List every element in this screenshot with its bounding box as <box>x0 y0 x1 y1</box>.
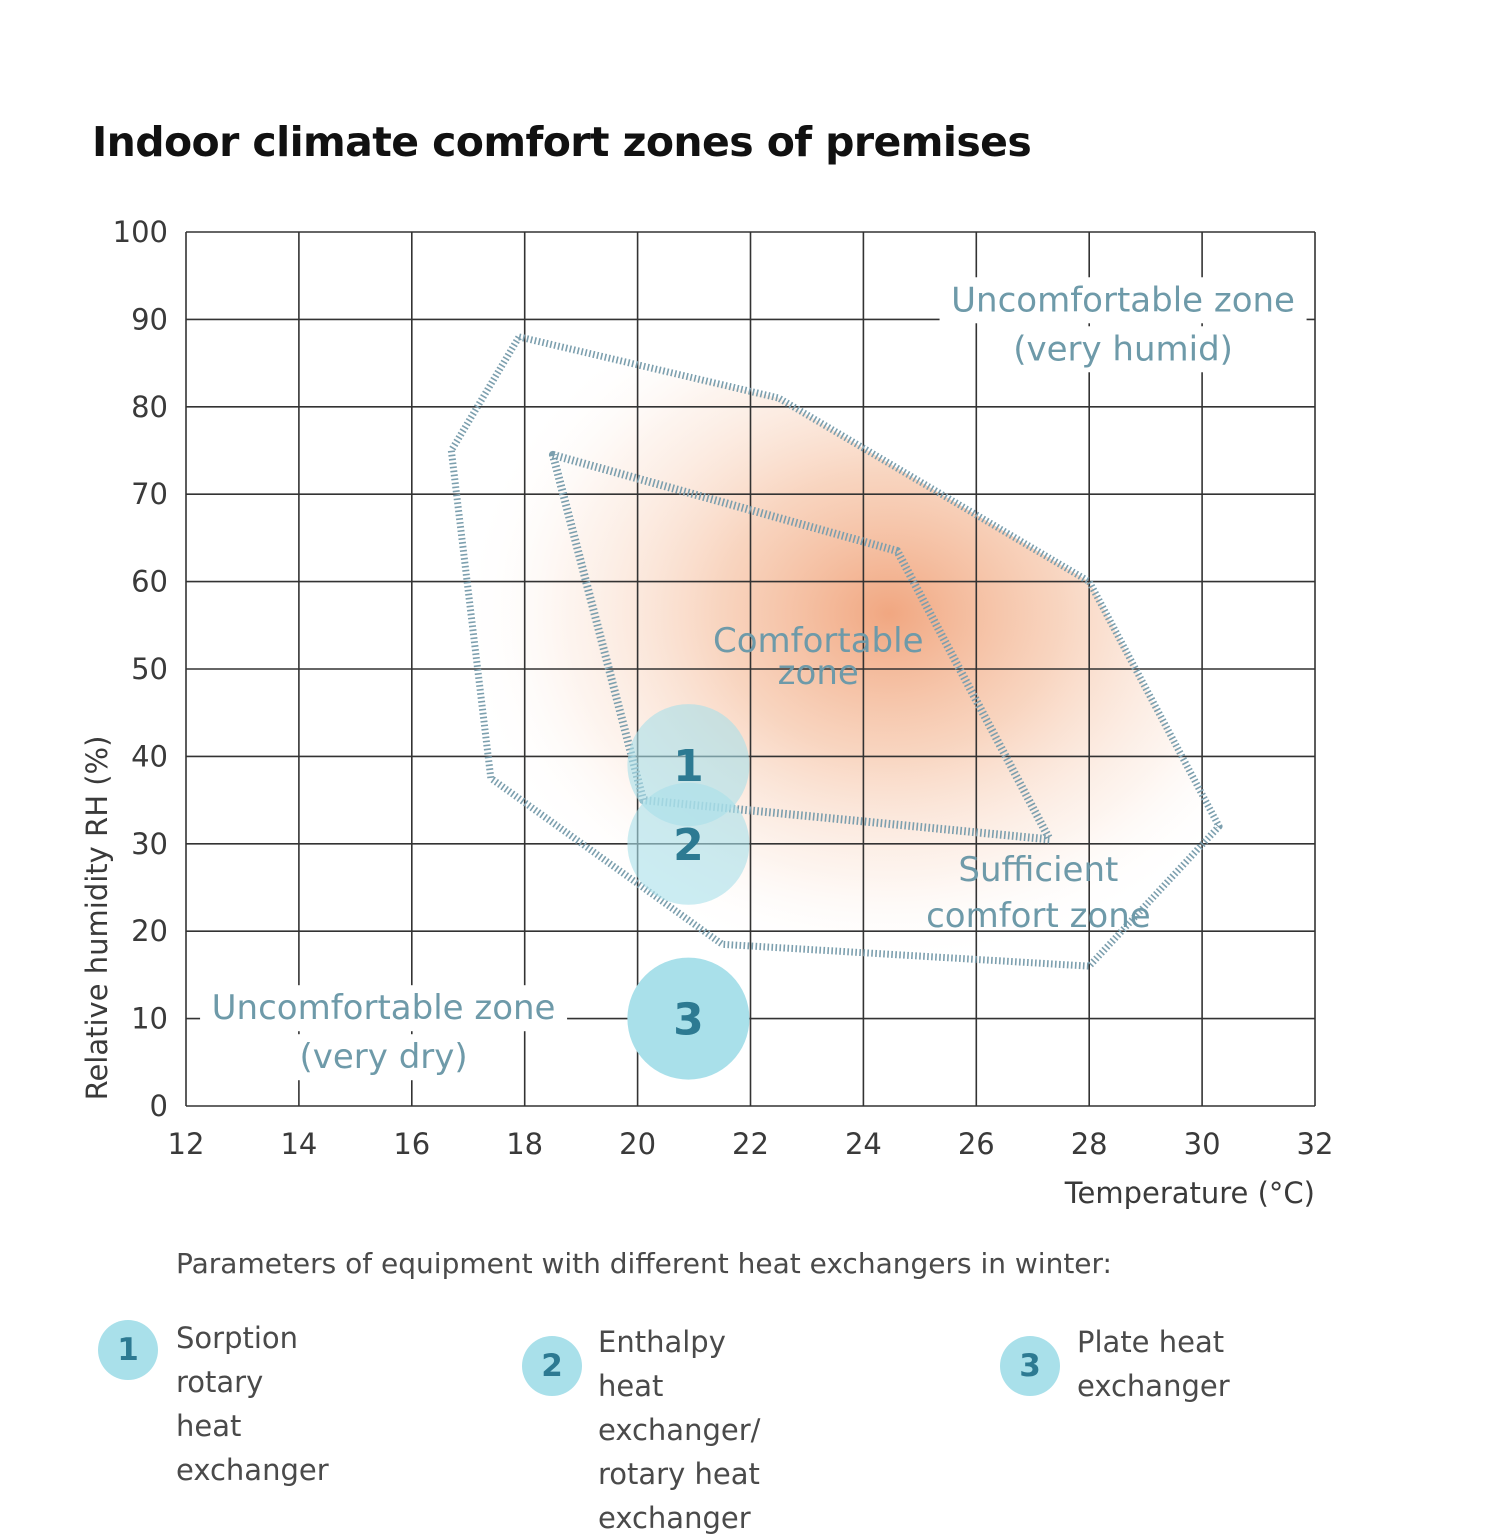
x-tick-label: 16 <box>393 1127 430 1161</box>
x-tick-label: 18 <box>506 1127 543 1161</box>
y-tick-label: 80 <box>131 390 168 424</box>
point-1-label: 1 <box>673 741 704 792</box>
x-axis-label: Temperature (°C) <box>1064 1176 1315 1210</box>
comfortable-zone-label: zone <box>778 653 859 693</box>
annotations-layer: Uncomfortable zone (very humid) Uncomforta… <box>200 277 1307 1081</box>
x-tick-label: 22 <box>732 1127 769 1161</box>
y-tick-label: 20 <box>131 914 168 948</box>
y-axis-label: Relative humidity RH (%) <box>80 736 114 1101</box>
y-tick-label: 30 <box>131 827 168 861</box>
point-2-label: 2 <box>673 820 704 871</box>
chart: Uncomfortable zone (very humid) Uncomforta… <box>80 215 1334 1210</box>
dry-zone-label: (very dry) <box>299 1037 467 1077</box>
points-layer: 1 2 3 <box>627 704 750 1080</box>
x-tick-label: 14 <box>280 1127 317 1161</box>
legend-badge-2: 2 <box>522 1336 582 1396</box>
x-tick-label: 20 <box>619 1127 656 1161</box>
x-tick-label: 26 <box>958 1127 995 1161</box>
humid-zone-label-bg <box>998 326 1249 373</box>
y-tick-label: 10 <box>131 1002 168 1036</box>
point-2-circle <box>627 782 750 905</box>
dry-zone-label-bg <box>278 1034 490 1081</box>
grid-layer <box>185 231 1316 1107</box>
chart-title: Indoor climate comfort zones of premises <box>92 118 1032 166</box>
y-tick-label: 100 <box>113 215 168 249</box>
humid-zone-label-bg <box>939 277 1307 324</box>
y-tick-label: 70 <box>131 477 168 511</box>
y-tick-label: 90 <box>131 302 168 336</box>
dry-zone-label: Uncomfortable zone <box>212 988 556 1028</box>
x-tick-label: 28 <box>1071 1127 1108 1161</box>
point-3-label: 3 <box>673 995 704 1046</box>
legend-label-2: Enthalpy heat exchanger/ rotary heat exc… <box>598 1325 761 1535</box>
y-tick-label: 0 <box>150 1089 168 1123</box>
sufficient-zone-label: Sufficient <box>958 850 1118 890</box>
ticks-layer: 12 14 16 18 20 22 24 26 28 30 32010203040506070809… <box>113 215 1334 1161</box>
point-3-circle <box>627 957 750 1080</box>
y-tick-label: 50 <box>131 652 168 686</box>
legend-label-3: Plate heat exchanger <box>1077 1325 1230 1403</box>
humid-zone-label: Uncomfortable zone <box>951 280 1295 320</box>
y-tick-label: 40 <box>131 739 168 773</box>
x-tick-label: 24 <box>845 1127 882 1161</box>
y-tick-label: 60 <box>131 565 168 599</box>
x-tick-label: 32 <box>1297 1127 1334 1161</box>
dry-zone-label-bg <box>200 985 568 1032</box>
comfortable-zone-label: Comfortable <box>713 621 924 661</box>
humid-zone-label: (very humid) <box>1013 329 1233 369</box>
sufficient-zone-label: comfort zone <box>926 896 1151 936</box>
x-tick-label: 12 <box>168 1127 205 1161</box>
legend-label-1: Sorption rotary heat exchanger <box>176 1321 329 1487</box>
legend-heading: Parameters of equipment with different h… <box>176 1247 1112 1280</box>
x-tick-label: 30 <box>1184 1127 1221 1161</box>
legend-badge-1: 1 <box>98 1320 158 1380</box>
legend-badge-3: 3 <box>1000 1336 1060 1396</box>
